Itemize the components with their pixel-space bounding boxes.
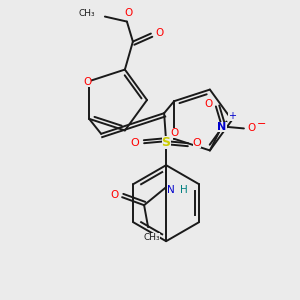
Text: O: O [193,138,202,148]
Text: H: H [180,185,188,195]
Text: +: + [228,111,236,122]
Text: CH₃: CH₃ [144,233,160,242]
Text: S: S [162,136,171,149]
Text: N: N [217,122,226,132]
Text: −: − [257,119,267,129]
Text: N: N [167,185,175,195]
Text: O: O [83,77,91,87]
Text: O: O [248,123,256,134]
Text: O: O [131,138,140,148]
Text: O: O [170,128,178,138]
Text: O: O [205,99,213,110]
Text: O: O [110,190,118,200]
Text: O: O [125,8,133,18]
Text: O: O [156,28,164,38]
Text: CH₃: CH₃ [78,9,95,18]
